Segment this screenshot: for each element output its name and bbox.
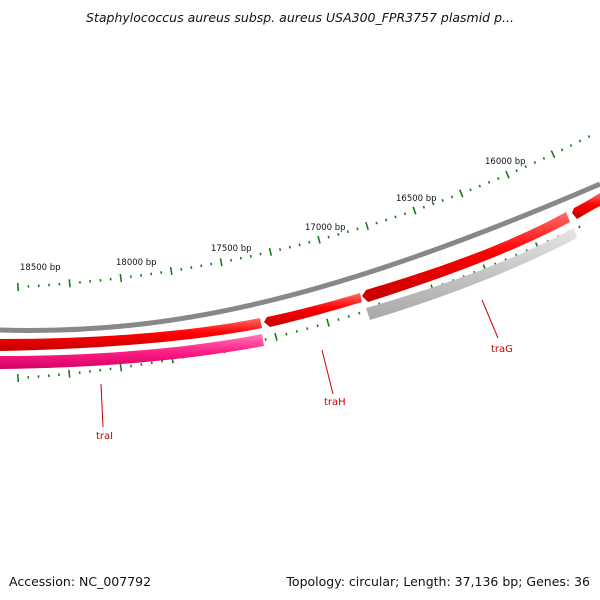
inner-scale-tick: [306, 327, 309, 330]
scale-label-16500: 16500 bp: [396, 194, 437, 204]
inner-scale-tick: [264, 338, 267, 341]
scale-label-17000: 17000 bp: [305, 223, 346, 233]
outer-scale-tick: [403, 212, 407, 216]
outer-scale-tick: [365, 221, 369, 231]
outer-scale-tick: [587, 135, 591, 139]
gene-forward-trah[interactable]: [264, 293, 362, 327]
inner-scale-tick: [68, 369, 71, 378]
accession-label: Accession: NC_007792: [9, 574, 152, 589]
outer-scale-tick: [497, 177, 500, 180]
outer-scale-tick: [550, 150, 556, 159]
outer-scale-tick: [259, 252, 262, 256]
outer-scale-tick: [346, 230, 349, 234]
outer-scale-tick: [487, 180, 491, 184]
outer-scale-tick: [524, 165, 528, 169]
scale-label-17500: 17500 bp: [211, 244, 252, 254]
inner-scale-tick: [347, 314, 350, 318]
inner-scale-tick: [578, 225, 581, 229]
outer-scale-tick: [200, 264, 203, 268]
outer-scale-tick: [515, 169, 518, 173]
outer-scale-tick: [219, 258, 223, 267]
outer-scale-ticks: [17, 135, 591, 292]
gene-label-trag[interactable]: traG: [491, 344, 513, 355]
outer-scale-tick: [569, 144, 573, 147]
scale-label-18500: 18500 bp: [20, 263, 61, 273]
gene-label-trai[interactable]: traI: [96, 431, 113, 442]
outer-scale-tick: [68, 279, 71, 288]
outer-scale-tick: [230, 258, 233, 262]
outer-scale-tick: [375, 221, 378, 225]
outer-scale-tick: [422, 205, 426, 209]
inner-scale-tick: [119, 363, 123, 372]
outer-scale-tick: [298, 243, 301, 247]
map-title: Staphylococcus aureus subsp. aureus USA3…: [86, 10, 514, 25]
scale-label-16000: 16000 bp: [485, 157, 526, 167]
gene-forward-edge[interactable]: [572, 193, 600, 219]
outer-scale-tick: [279, 248, 282, 251]
outer-scale-tick: [394, 215, 397, 219]
outer-scale-tick: [317, 235, 321, 244]
inner-scale-tick: [358, 311, 361, 315]
gene-forward-right[interactable]: [362, 212, 570, 302]
scale-label-18000: 18000 bp: [116, 258, 157, 268]
outer-scale-tick: [308, 240, 311, 244]
gene-label-trah[interactable]: traH: [324, 397, 346, 408]
outer-scale-tick: [560, 148, 564, 152]
outer-scale-tick: [337, 232, 340, 236]
outer-scale-tick: [542, 156, 546, 160]
outer-scale-tick: [469, 188, 472, 192]
outer-scale-tick: [249, 254, 252, 258]
inner-scale-tick: [285, 332, 288, 336]
outer-scale-tick: [169, 266, 173, 276]
inner-scale-tick: [274, 332, 278, 341]
outer-scale-tick: [533, 161, 537, 165]
outer-scale-tick: [356, 227, 359, 231]
outer-scale-tick: [327, 235, 330, 239]
gene-reverse-trag[interactable]: [366, 228, 577, 320]
backbone-ring: [0, 181, 600, 333]
outer-scale-tick: [450, 195, 454, 199]
outer-scale-tick: [432, 202, 435, 206]
label-line-trag: [481, 299, 499, 339]
inner-scale-tick: [316, 324, 319, 328]
outer-scale-tick: [412, 206, 417, 215]
inner-scale-tick: [326, 318, 330, 327]
outer-scale-tick: [239, 256, 242, 260]
outer-scale-tick: [459, 189, 464, 198]
outer-scale-tick: [441, 199, 444, 202]
inner-scale-tick: [337, 318, 340, 322]
label-line-trah: [321, 349, 334, 395]
outer-scale-tick: [384, 218, 388, 222]
map-summary: Topology: circular; Length: 37,136 bp; G…: [286, 574, 590, 589]
outer-scale-tick: [505, 170, 510, 179]
outer-scale-tick: [478, 184, 482, 188]
gene-forward-left[interactable]: [0, 318, 262, 351]
outer-scale-tick: [578, 139, 582, 143]
inner-scale-tick: [16, 373, 20, 383]
outer-scale-tick: [288, 245, 291, 249]
inner-scale-tick: [295, 330, 298, 333]
label-line-trai: [100, 383, 104, 428]
outer-scale-tick: [268, 247, 273, 256]
gene-reverse-trai[interactable]: [0, 334, 264, 369]
outer-scale-tick: [119, 273, 123, 283]
